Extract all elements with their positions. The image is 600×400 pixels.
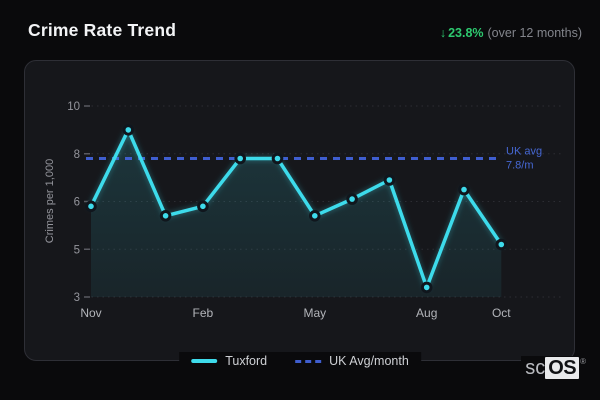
- svg-text:Nov: Nov: [80, 306, 101, 320]
- svg-text:May: May: [303, 306, 326, 320]
- chart-plot-area: 10 8 6 5 3 Crimes per 1,000 Nov Feb May Aug Oct UK …: [44, 101, 564, 320]
- logo-prefix: sc: [525, 357, 546, 379]
- svg-text:Aug: Aug: [416, 306, 437, 320]
- uk-avg-dash-swatch: [295, 359, 322, 363]
- down-arrow-icon: ↓: [439, 26, 447, 40]
- tuxford-line-swatch: [191, 359, 218, 363]
- svg-text:10: 10: [67, 101, 80, 113]
- legend-item-tuxford[interactable]: Tuxford: [191, 354, 267, 368]
- svg-text:8: 8: [74, 149, 80, 161]
- stat-context: (over 12 months): [487, 26, 582, 40]
- chart-legend: Tuxford UK Avg/month: [179, 352, 421, 370]
- svg-text:Feb: Feb: [193, 306, 214, 320]
- page-title: Crime Rate Trend: [28, 20, 177, 40]
- logo-box: OS: [545, 357, 580, 379]
- stat-change: ↓ 23.8%: [440, 26, 484, 40]
- svg-text:7.8/m: 7.8/m: [506, 160, 534, 172]
- svg-text:3: 3: [74, 292, 80, 304]
- svg-text:Crimes per 1,000: Crimes per 1,000: [44, 159, 56, 243]
- trend-stat: ↓ 23.8% (over 12 months): [440, 26, 582, 40]
- svg-text:5: 5: [74, 244, 80, 256]
- scos-logo: sc OS ®: [521, 356, 586, 380]
- svg-text:UK avg: UK avg: [506, 146, 542, 158]
- svg-text:6: 6: [74, 197, 80, 209]
- svg-text:Oct: Oct: [492, 306, 511, 320]
- stat-value: 23.8%: [448, 26, 484, 40]
- legend-item-uk-avg[interactable]: UK Avg/month: [295, 354, 409, 368]
- registered-mark-icon: ®: [580, 357, 586, 366]
- legend-label-uk-avg: UK Avg/month: [329, 354, 409, 368]
- legend-label-tuxford: Tuxford: [225, 354, 268, 368]
